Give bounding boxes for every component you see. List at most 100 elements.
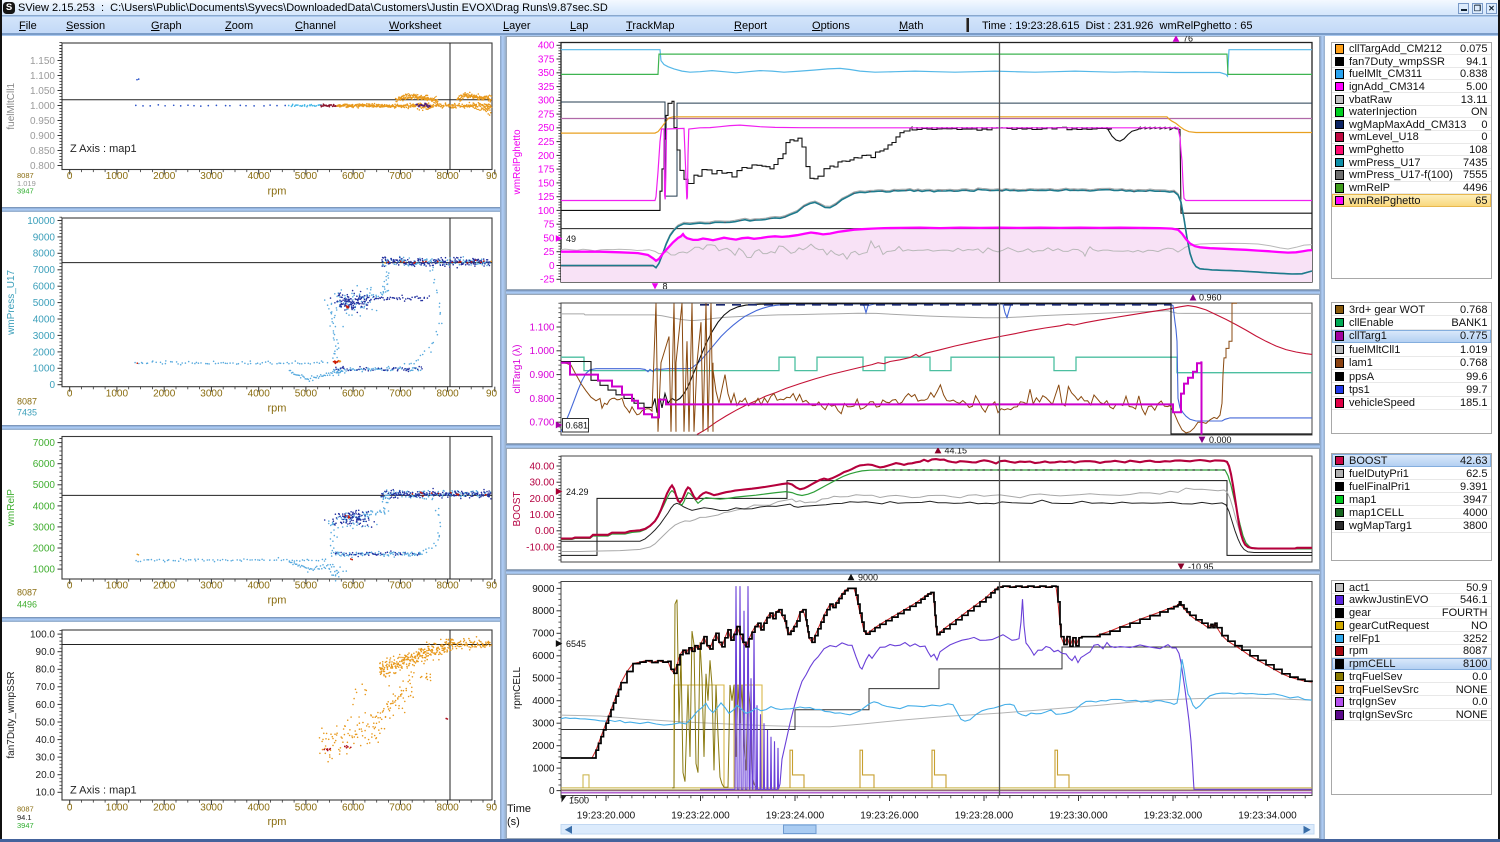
svg-text:0: 0: [549, 261, 555, 272]
svg-text:4000: 4000: [33, 314, 56, 325]
svg-text:1000: 1000: [532, 764, 555, 775]
svg-text:5000: 5000: [295, 802, 318, 813]
svg-text:50: 50: [543, 233, 555, 244]
svg-text:90: 90: [486, 802, 498, 813]
svg-text:7435: 7435: [17, 407, 37, 417]
svg-text:0: 0: [549, 786, 555, 797]
svg-text:rpm: rpm: [268, 402, 287, 414]
svg-text:60.0: 60.0: [36, 699, 56, 710]
svg-text:275: 275: [538, 110, 555, 121]
svg-text:2000: 2000: [153, 802, 176, 813]
svg-text:1000: 1000: [106, 580, 129, 591]
svg-text:cllTarg1 (λ): cllTarg1 (λ): [512, 345, 523, 394]
svg-text:6545: 6545: [566, 639, 586, 649]
svg-text:1.000: 1.000: [30, 100, 55, 111]
svg-text:90: 90: [486, 388, 498, 399]
svg-text:1.019: 1.019: [17, 179, 36, 188]
svg-text:250: 250: [538, 123, 555, 134]
svg-text:fuelMltCll1: fuelMltCll1: [6, 82, 17, 129]
svg-text:0.681: 0.681: [566, 421, 589, 431]
svg-text:4000: 4000: [248, 580, 271, 591]
svg-text:19:23:28.000: 19:23:28.000: [955, 811, 1014, 822]
svg-text:6000: 6000: [342, 802, 365, 813]
svg-text:3000: 3000: [200, 802, 223, 813]
svg-text:90.0: 90.0: [36, 647, 56, 658]
svg-text:20.00: 20.00: [529, 494, 554, 505]
svg-text:30.00: 30.00: [529, 478, 554, 489]
svg-text:fan7Duty_wmpSSR: fan7Duty_wmpSSR: [6, 671, 17, 758]
svg-text:100: 100: [538, 206, 555, 217]
svg-text:-10.00: -10.00: [526, 542, 555, 553]
svg-text:8000: 8000: [436, 388, 459, 399]
svg-text:4000: 4000: [248, 802, 271, 813]
svg-text:75: 75: [543, 220, 555, 231]
svg-text:49: 49: [566, 234, 576, 244]
svg-text:0.800: 0.800: [30, 160, 55, 171]
svg-text:0.850: 0.850: [30, 145, 55, 156]
svg-text:1000: 1000: [106, 802, 129, 813]
svg-text:2000: 2000: [33, 543, 56, 554]
svg-text:BOOST: BOOST: [512, 491, 523, 526]
svg-text:-10.95: -10.95: [1188, 562, 1214, 569]
svg-text:wmRelP: wmRelP: [6, 488, 17, 527]
svg-text:300: 300: [538, 96, 555, 107]
svg-text:8000: 8000: [436, 580, 459, 591]
svg-text:8000: 8000: [532, 606, 555, 617]
svg-text:0: 0: [67, 388, 73, 399]
svg-text:2000: 2000: [33, 347, 56, 358]
svg-text:6000: 6000: [342, 388, 365, 399]
svg-text:wmPress_U17: wmPress_U17: [6, 269, 17, 335]
svg-text:2000: 2000: [532, 741, 555, 752]
svg-text:19:23:26.000: 19:23:26.000: [860, 811, 919, 822]
svg-text:150: 150: [538, 178, 555, 189]
svg-text:8: 8: [663, 281, 668, 289]
svg-text:3000: 3000: [200, 171, 223, 182]
svg-text:10.0: 10.0: [36, 787, 56, 798]
svg-text:0.00: 0.00: [535, 526, 555, 537]
svg-text:90: 90: [486, 171, 498, 182]
svg-text:40.0: 40.0: [36, 735, 56, 746]
svg-text:5000: 5000: [295, 171, 318, 182]
svg-text:76: 76: [1183, 36, 1193, 44]
svg-text:90: 90: [486, 580, 498, 591]
svg-text:8000: 8000: [436, 802, 459, 813]
svg-text:9000: 9000: [532, 584, 555, 595]
svg-text:375: 375: [538, 54, 555, 65]
svg-text:1000: 1000: [33, 363, 56, 374]
svg-text:0.000: 0.000: [1209, 435, 1232, 443]
svg-text:50.0: 50.0: [36, 717, 56, 728]
svg-text:0.800: 0.800: [529, 394, 554, 405]
svg-text:6000: 6000: [342, 171, 365, 182]
svg-text:7000: 7000: [389, 388, 412, 399]
svg-text:Time: Time: [507, 803, 531, 815]
svg-text:8087: 8087: [17, 396, 37, 406]
svg-text:8000: 8000: [33, 248, 56, 259]
svg-text:5000: 5000: [295, 580, 318, 591]
svg-text:3000: 3000: [33, 522, 56, 533]
svg-text:94.1: 94.1: [17, 813, 32, 822]
svg-text:1500: 1500: [569, 796, 589, 806]
svg-text:0.700: 0.700: [529, 418, 554, 429]
svg-text:3000: 3000: [532, 719, 555, 730]
svg-text:3000: 3000: [200, 580, 223, 591]
svg-text:175: 175: [538, 165, 555, 176]
svg-text:6000: 6000: [342, 580, 365, 591]
svg-text:19:23:34.000: 19:23:34.000: [1238, 811, 1297, 822]
svg-text:7000: 7000: [389, 171, 412, 182]
svg-text:10.00: 10.00: [529, 510, 554, 521]
svg-text:19:23:20.000: 19:23:20.000: [577, 811, 636, 822]
svg-text:-25: -25: [540, 275, 555, 286]
svg-text:3000: 3000: [200, 388, 223, 399]
svg-text:200: 200: [538, 151, 555, 162]
svg-text:0.900: 0.900: [529, 370, 554, 381]
svg-text:2000: 2000: [153, 171, 176, 182]
svg-text:225: 225: [538, 137, 555, 148]
svg-text:0.960: 0.960: [1199, 294, 1222, 303]
svg-text:30.0: 30.0: [36, 752, 56, 763]
svg-text:0: 0: [67, 802, 73, 813]
svg-text:4000: 4000: [532, 696, 555, 707]
svg-text:4496: 4496: [17, 599, 37, 609]
svg-text:1000: 1000: [106, 388, 129, 399]
svg-text:5000: 5000: [532, 674, 555, 685]
svg-text:40.00: 40.00: [529, 461, 554, 472]
